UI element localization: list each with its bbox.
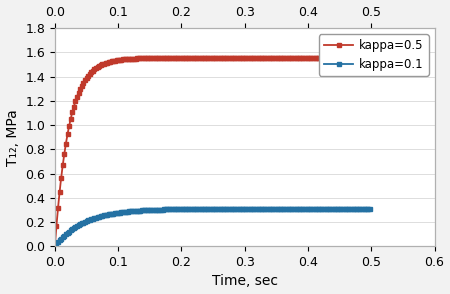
kappa=0.5: [192, 56, 197, 60]
kappa=0.1: [270, 207, 275, 211]
kappa=0.5: [299, 56, 304, 60]
kappa=0.1: [192, 207, 197, 211]
kappa=0.1: [52, 244, 58, 248]
kappa=0.1: [85, 219, 90, 223]
kappa=0.5: [85, 75, 90, 78]
Y-axis label: T₁₂, MPa: T₁₂, MPa: [5, 109, 19, 166]
kappa=0.1: [180, 207, 185, 211]
Legend: kappa=0.5, kappa=0.1: kappa=0.5, kappa=0.1: [319, 34, 428, 76]
kappa=0.5: [52, 244, 58, 248]
Line: kappa=0.1: kappa=0.1: [52, 206, 374, 249]
kappa=0.5: [270, 56, 275, 60]
kappa=0.1: [369, 207, 374, 211]
X-axis label: Time, sec: Time, sec: [212, 274, 278, 288]
kappa=0.5: [305, 56, 310, 60]
kappa=0.5: [369, 56, 374, 60]
kappa=0.1: [299, 207, 304, 211]
kappa=0.1: [305, 207, 310, 211]
Line: kappa=0.5: kappa=0.5: [52, 56, 374, 249]
kappa=0.5: [180, 56, 185, 60]
